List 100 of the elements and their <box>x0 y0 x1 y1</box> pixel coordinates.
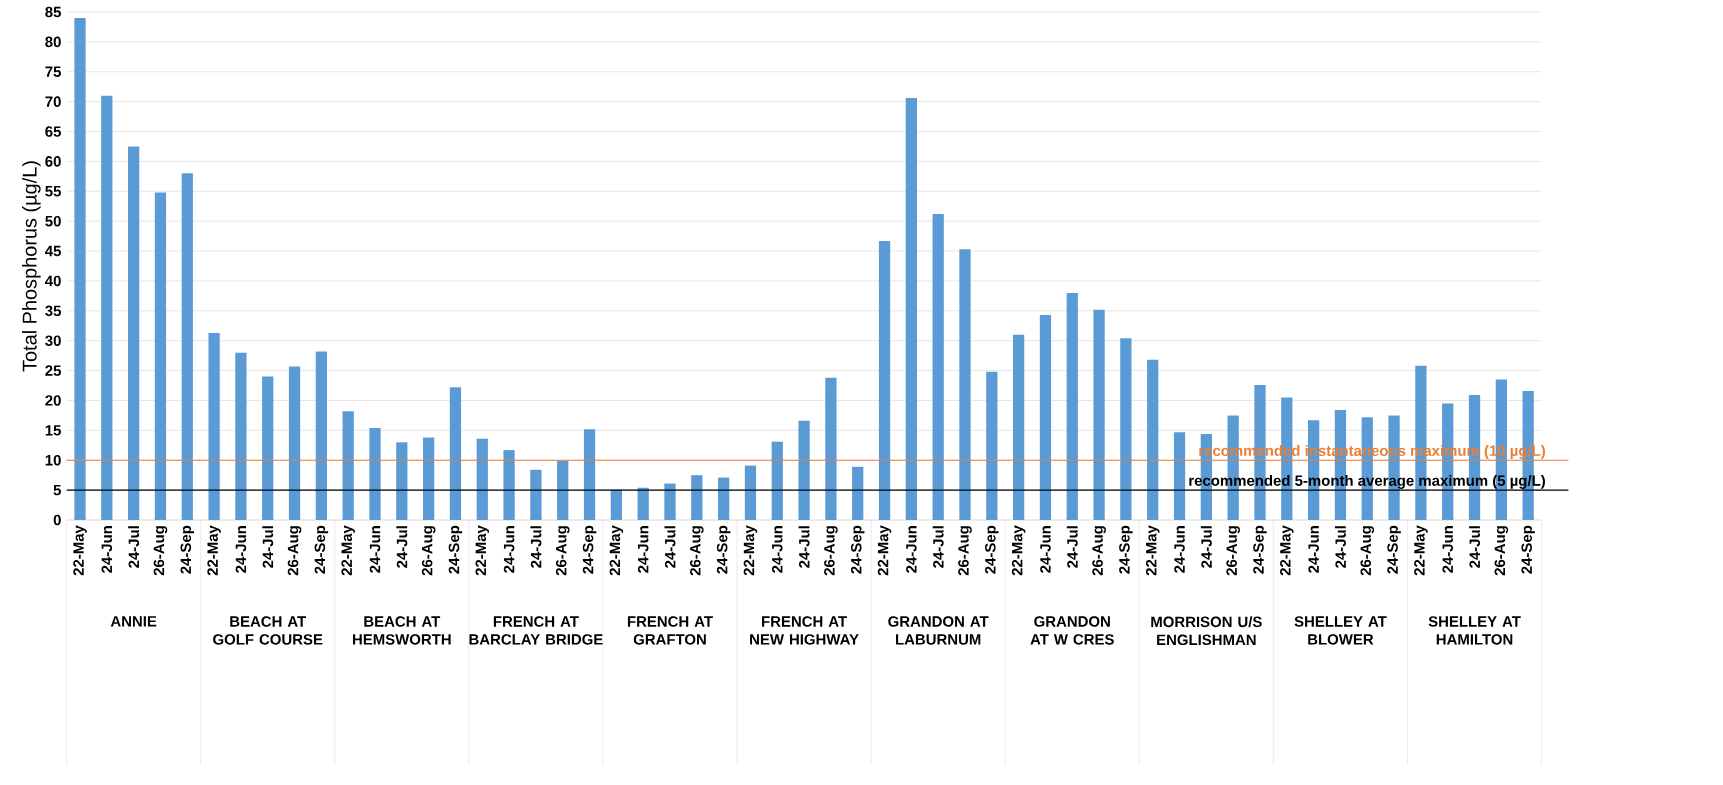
x-tick-label: 26-Aug <box>555 526 570 576</box>
x-tick-label: 24-Sep <box>1387 525 1401 574</box>
x-tick-label: 24-Jul <box>798 526 810 568</box>
bar <box>610 489 622 520</box>
y-tick-label: 5 <box>53 484 61 496</box>
x-tick-label: 24-Jul <box>262 526 274 568</box>
bar <box>262 376 274 520</box>
x-tick-label: 22-May <box>877 525 892 576</box>
bar <box>664 483 676 520</box>
bar <box>315 351 327 520</box>
x-tick-label: 22-May <box>1145 525 1160 576</box>
x-tick-label: 22-May <box>609 525 624 576</box>
y-tick-label: 85 <box>45 6 61 18</box>
bar <box>181 173 193 520</box>
x-tick-label: 24-Jul <box>396 526 408 568</box>
bar <box>476 438 488 520</box>
x-tick-label: 26-Aug <box>1092 526 1106 576</box>
bar <box>637 487 649 520</box>
bar <box>1173 432 1186 520</box>
bar <box>718 477 730 520</box>
bar <box>1066 292 1078 520</box>
x-tick-label: 24-Sep <box>850 525 865 574</box>
bar <box>449 387 462 520</box>
x-tick-label: 24-Jun <box>235 526 247 573</box>
text: SHELLEY AT BLOWER <box>1294 616 1387 645</box>
y-tick-label: 30 <box>45 335 61 347</box>
x-tick-label: 24-Jul <box>128 526 140 568</box>
x-tick-label: 24-Jun <box>1174 526 1185 573</box>
x-tick-label: 22-May <box>341 525 355 576</box>
bar <box>986 371 998 520</box>
bar <box>423 437 435 520</box>
x-tick-label: 24-Jul <box>664 526 676 568</box>
x-tick-label: 24-Jun <box>1442 526 1453 573</box>
bar <box>852 466 864 520</box>
x-tick-label: 22-May <box>73 525 87 576</box>
bar <box>530 469 542 520</box>
y-tick-label: 25 <box>45 365 61 376</box>
y-tick-label: 70 <box>45 96 61 107</box>
bar <box>583 429 596 520</box>
text: BEACH AT GOLF COURSE <box>213 616 323 645</box>
bar <box>744 465 757 520</box>
bar <box>101 95 113 520</box>
bar <box>74 17 86 520</box>
bar <box>503 450 515 520</box>
text: SHELLEY AT HAMILTON <box>1428 616 1521 645</box>
x-tick-label: 24-Sep <box>582 525 597 574</box>
x-tick-label: 24-Jul <box>1334 526 1346 568</box>
x-tick-label: 24-Jun <box>101 526 113 573</box>
text: FRENCH AT BARCLAY BRIDGE <box>469 616 603 645</box>
x-tick-label: 22-May <box>207 525 221 576</box>
y-tick-label: 65 <box>45 126 61 137</box>
bar <box>825 377 837 520</box>
x-tick-label: 26-Aug <box>153 526 168 576</box>
bar <box>557 460 569 520</box>
y-tick-label: 15 <box>45 425 61 436</box>
x-tick-label: 24-Sep <box>448 525 463 574</box>
bar <box>798 420 810 520</box>
x-tick-label: 24-Jul <box>1066 526 1078 568</box>
bar <box>369 427 381 520</box>
x-tick-label: 24-Jul <box>1469 526 1481 568</box>
bar <box>288 366 301 520</box>
x-tick-label: 24-Jun <box>1308 526 1319 573</box>
text: MORRISON U/S ENGLISHMAN <box>1151 616 1262 646</box>
x-tick-label: 24-Sep <box>314 525 329 574</box>
bar <box>1120 338 1132 520</box>
x-tick-label: 24-Jun <box>637 526 649 573</box>
bar <box>691 475 703 520</box>
x-tick-label: 22-May <box>1011 525 1026 576</box>
x-tick-label: 26-Aug <box>1360 526 1375 576</box>
x-tick-label: 24-Sep <box>180 525 195 574</box>
bar <box>208 332 220 520</box>
bar <box>128 146 140 520</box>
bar <box>1093 309 1105 520</box>
y-tick-label: 60 <box>45 156 61 167</box>
x-tick-label: 26-Aug <box>421 526 436 576</box>
bar <box>878 240 891 520</box>
y-tick-label: 0 <box>53 514 61 526</box>
text: FRENCH AT GRAFTON <box>627 616 713 645</box>
x-tick-label: 26-Aug <box>287 526 302 576</box>
y-tick-label: 75 <box>45 66 61 77</box>
bar <box>771 441 783 520</box>
y-tick-label: 80 <box>45 36 61 48</box>
x-tick-label: 22-May <box>475 525 490 576</box>
text: FRENCH AT NEW HIGHWAY <box>750 616 859 645</box>
x-tick-label: 24-Jun <box>906 526 917 573</box>
y-tick-label: 35 <box>45 305 61 317</box>
x-tick-label: 24-Sep <box>985 525 999 574</box>
bar <box>342 411 354 520</box>
y-tick-label: 50 <box>45 215 61 227</box>
text: GRANDON AT LABURNUM <box>888 616 989 645</box>
bar <box>396 442 408 520</box>
x-tick-label: 26-Aug <box>824 526 838 576</box>
x-tick-label: 26-Aug <box>958 526 972 576</box>
x-tick-label: 24-Jun <box>369 526 381 573</box>
x-tick-label: 24-Jul <box>1200 526 1212 568</box>
y-tick-label: 40 <box>45 275 61 287</box>
x-tick-label: 24-Sep <box>716 525 731 574</box>
bar <box>1147 359 1159 520</box>
x-tick-label: 22-May <box>1280 525 1294 576</box>
y-tick-label: 20 <box>45 395 61 406</box>
